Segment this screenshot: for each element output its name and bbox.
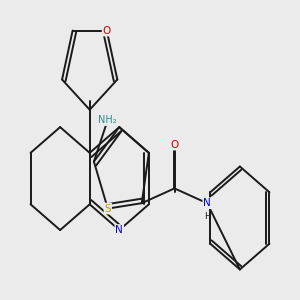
Text: O: O: [170, 140, 178, 150]
Text: S: S: [104, 204, 111, 214]
Text: N: N: [116, 225, 123, 235]
Text: O: O: [103, 26, 111, 36]
Text: H: H: [204, 212, 211, 221]
Text: N: N: [203, 198, 211, 208]
Text: NH₂: NH₂: [98, 115, 117, 125]
